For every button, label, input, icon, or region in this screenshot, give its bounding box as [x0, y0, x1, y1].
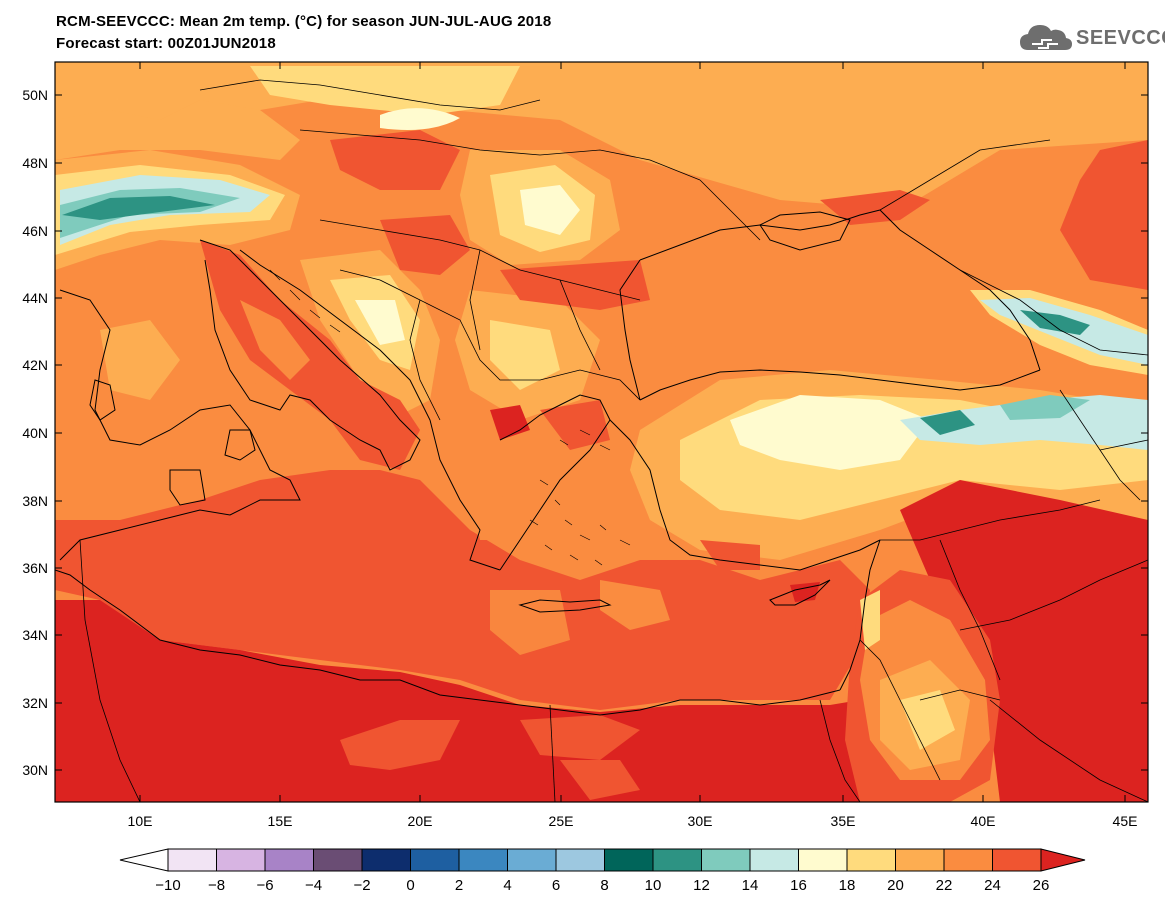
colorbar-label: 26 [1033, 877, 1050, 894]
colorbar-swatch [458, 848, 508, 872]
colorbar-label: 18 [839, 877, 856, 894]
lat-label: 38N [22, 493, 48, 509]
colorbar-swatch [943, 848, 993, 872]
logo-text: SEEVCCC [1076, 27, 1165, 49]
lat-label: 36N [22, 560, 48, 576]
colorbar: −10 −8 −6 −4 −2 0 2 4 6 8 10 12 14 16 18 20 22 24 26 [119, 848, 1086, 894]
colorbar-swatch [992, 848, 1042, 872]
colorbar-label: 12 [693, 877, 710, 894]
lon-label: 35E [831, 813, 856, 829]
colorbar-swatch [846, 848, 896, 872]
colorbar-swatch [264, 848, 314, 872]
colorbar-swatch [507, 848, 557, 872]
colorbar-label: −8 [208, 877, 225, 894]
longitude-axis: 10E 15E 20E 25E 30E 35E 40E 45E [128, 62, 1138, 829]
lat-label: 30N [22, 762, 48, 778]
colorbar-label: −2 [353, 877, 370, 894]
colorbar-label: 16 [790, 877, 807, 894]
seevccc-logo: SEEVCCC [1018, 20, 1165, 56]
colorbar-swatch [216, 848, 266, 872]
colorbar-label: 22 [936, 877, 953, 894]
colorbar-label: −10 [155, 877, 180, 894]
colorbar-swatch [749, 848, 799, 872]
lon-label: 30E [688, 813, 713, 829]
colorbar-swatch [604, 848, 654, 872]
colorbar-label: 14 [742, 877, 759, 894]
colorbar-label: 10 [645, 877, 662, 894]
colorbar-swatch [895, 848, 945, 872]
colorbar-swatch [701, 848, 751, 872]
colorbar-swatch [652, 848, 702, 872]
colorbar-label: 0 [406, 877, 414, 894]
lon-label: 15E [268, 813, 293, 829]
colorbar-label: −4 [305, 877, 322, 894]
colorbar-swatch [167, 848, 217, 872]
lat-label: 46N [22, 223, 48, 239]
colorbar-label: 2 [455, 877, 463, 894]
lat-label: 32N [22, 695, 48, 711]
cloud-icon [1020, 25, 1072, 50]
colorbar-swatch [798, 848, 848, 872]
colorbar-label: 20 [887, 877, 904, 894]
colorbar-swatch [410, 848, 460, 872]
colorbar-label: 6 [552, 877, 560, 894]
colorbar-over-arrow [1040, 848, 1086, 872]
colorbar-label: 4 [503, 877, 511, 894]
map-frame [54, 61, 1149, 803]
colorbar-label: −6 [256, 877, 273, 894]
lat-label: 44N [22, 290, 48, 306]
forecast-start-label: Forecast start: 00Z01JUN2018 [56, 35, 276, 52]
colorbar-swatch [313, 848, 363, 872]
lon-label: 40E [971, 813, 996, 829]
lat-label: 42N [22, 357, 48, 373]
colorbar-under-arrow [119, 848, 169, 872]
lat-label: 34N [22, 627, 48, 643]
lat-label: 40N [22, 425, 48, 441]
colorbar-label: 8 [600, 877, 608, 894]
temperature-field [55, 62, 1148, 802]
map-title: RCM-SEEVCCC: Mean 2m temp. (°C) for seas… [56, 13, 552, 30]
lat-label: 48N [22, 155, 48, 171]
lon-label: 45E [1113, 813, 1138, 829]
colorbar-swatch [555, 848, 605, 872]
lon-label: 20E [408, 813, 433, 829]
lon-label: 10E [128, 813, 153, 829]
colorbar-swatch [361, 848, 411, 872]
colorbar-label: 24 [984, 877, 1001, 894]
lat-label: 50N [22, 87, 48, 103]
latitude-axis: 50N 48N 46N 44N 42N 40N 38N 36N 34N 32N 30N [22, 87, 1148, 778]
lon-label: 25E [549, 813, 574, 829]
